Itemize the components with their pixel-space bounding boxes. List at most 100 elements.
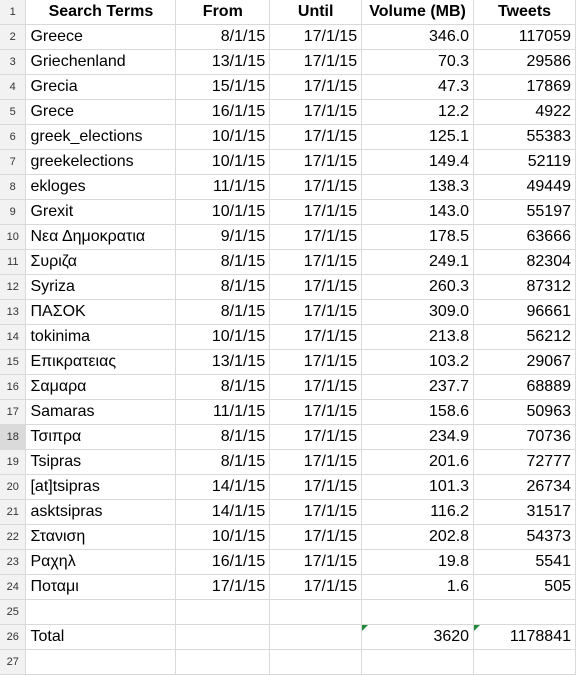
volume-cell[interactable]: 178.5 xyxy=(361,224,475,250)
tweets-cell[interactable]: 55197 xyxy=(473,199,576,225)
tweets-cell[interactable]: 82304 xyxy=(473,249,576,275)
row-number[interactable]: 12 xyxy=(0,274,27,300)
search-term-cell[interactable]: Ραχηλ xyxy=(25,549,177,575)
search-term-cell[interactable]: Νεα Δημοκρατια xyxy=(25,224,177,250)
until-date-cell[interactable]: 17/1/15 xyxy=(269,149,363,175)
row-number[interactable]: 25 xyxy=(0,599,27,625)
header-volume[interactable]: Volume (MB) xyxy=(361,0,475,25)
row-number[interactable]: 27 xyxy=(0,649,27,675)
volume-cell[interactable]: 143.0 xyxy=(361,199,475,225)
until-date-cell[interactable]: 17/1/15 xyxy=(269,524,363,550)
header-search-terms[interactable]: Search Terms xyxy=(25,0,177,25)
tweets-cell[interactable]: 26734 xyxy=(473,474,576,500)
search-term-cell[interactable]: ekloges xyxy=(25,174,177,200)
volume-cell[interactable]: 346.0 xyxy=(361,24,475,50)
search-term-cell[interactable]: Στανιση xyxy=(25,524,177,550)
search-term-cell[interactable]: Τσιπρα xyxy=(25,424,177,450)
tweets-cell[interactable]: 52119 xyxy=(473,149,576,175)
total-tweets-cell[interactable]: 1178841 xyxy=(473,624,576,650)
volume-cell[interactable]: 1.6 xyxy=(361,574,475,600)
row-number[interactable]: 9 xyxy=(0,199,27,225)
tweets-cell[interactable]: 117059 xyxy=(473,24,576,50)
until-date-cell[interactable]: 17/1/15 xyxy=(269,124,363,150)
empty-cell[interactable] xyxy=(175,624,271,650)
until-date-cell[interactable]: 17/1/15 xyxy=(269,574,363,600)
row-number[interactable]: 3 xyxy=(0,49,27,75)
until-date-cell[interactable]: 17/1/15 xyxy=(269,374,363,400)
from-date-cell[interactable]: 8/1/15 xyxy=(175,449,271,475)
from-date-cell[interactable]: 8/1/15 xyxy=(175,424,271,450)
volume-cell[interactable]: 12.2 xyxy=(361,99,475,125)
row-number[interactable]: 21 xyxy=(0,499,27,525)
from-date-cell[interactable]: 10/1/15 xyxy=(175,524,271,550)
from-date-cell[interactable]: 10/1/15 xyxy=(175,199,271,225)
tweets-cell[interactable]: 56212 xyxy=(473,324,576,350)
from-date-cell[interactable]: 8/1/15 xyxy=(175,249,271,275)
volume-cell[interactable]: 101.3 xyxy=(361,474,475,500)
search-term-cell[interactable]: Grece xyxy=(25,99,177,125)
row-number[interactable]: 14 xyxy=(0,324,27,350)
row-number[interactable]: 11 xyxy=(0,249,27,275)
search-term-cell[interactable]: Syriza xyxy=(25,274,177,300)
search-term-cell[interactable]: asktsipras xyxy=(25,499,177,525)
volume-cell[interactable]: 125.1 xyxy=(361,124,475,150)
volume-cell[interactable]: 309.0 xyxy=(361,299,475,325)
row-number[interactable]: 1 xyxy=(0,0,27,25)
until-date-cell[interactable]: 17/1/15 xyxy=(269,474,363,500)
search-term-cell[interactable]: tokinima xyxy=(25,324,177,350)
from-date-cell[interactable]: 15/1/15 xyxy=(175,74,271,100)
row-number[interactable]: 8 xyxy=(0,174,27,200)
header-from[interactable]: From xyxy=(175,0,271,25)
row-number[interactable]: 20 xyxy=(0,474,27,500)
from-date-cell[interactable]: 10/1/15 xyxy=(175,149,271,175)
search-term-cell[interactable]: Grecia xyxy=(25,74,177,100)
from-date-cell[interactable]: 11/1/15 xyxy=(175,174,271,200)
until-date-cell[interactable]: 17/1/15 xyxy=(269,224,363,250)
volume-cell[interactable]: 116.2 xyxy=(361,499,475,525)
volume-cell[interactable]: 249.1 xyxy=(361,249,475,275)
until-date-cell[interactable]: 17/1/15 xyxy=(269,499,363,525)
header-until[interactable]: Until xyxy=(269,0,363,25)
volume-cell[interactable]: 149.4 xyxy=(361,149,475,175)
from-date-cell[interactable]: 16/1/15 xyxy=(175,99,271,125)
empty-cell[interactable] xyxy=(175,649,271,675)
row-number[interactable]: 7 xyxy=(0,149,27,175)
volume-cell[interactable]: 138.3 xyxy=(361,174,475,200)
until-date-cell[interactable]: 17/1/15 xyxy=(269,399,363,425)
row-number[interactable]: 23 xyxy=(0,549,27,575)
tweets-cell[interactable]: 505 xyxy=(473,574,576,600)
until-date-cell[interactable]: 17/1/15 xyxy=(269,174,363,200)
row-number[interactable]: 6 xyxy=(0,124,27,150)
search-term-cell[interactable]: Greece xyxy=(25,24,177,50)
row-number[interactable]: 24 xyxy=(0,574,27,600)
search-term-cell[interactable]: [at]tsipras xyxy=(25,474,177,500)
tweets-cell[interactable]: 70736 xyxy=(473,424,576,450)
total-label[interactable]: Total xyxy=(25,624,177,650)
tweets-cell[interactable]: 63666 xyxy=(473,224,576,250)
from-date-cell[interactable]: 17/1/15 xyxy=(175,574,271,600)
from-date-cell[interactable]: 14/1/15 xyxy=(175,474,271,500)
from-date-cell[interactable]: 14/1/15 xyxy=(175,499,271,525)
from-date-cell[interactable]: 8/1/15 xyxy=(175,274,271,300)
tweets-cell[interactable]: 54373 xyxy=(473,524,576,550)
row-number[interactable]: 16 xyxy=(0,374,27,400)
until-date-cell[interactable]: 17/1/15 xyxy=(269,299,363,325)
row-number[interactable]: 18 xyxy=(0,424,27,450)
row-number[interactable]: 17 xyxy=(0,399,27,425)
row-number[interactable]: 2 xyxy=(0,24,27,50)
tweets-cell[interactable]: 68889 xyxy=(473,374,576,400)
tweets-cell[interactable]: 49449 xyxy=(473,174,576,200)
volume-cell[interactable]: 237.7 xyxy=(361,374,475,400)
row-number[interactable]: 13 xyxy=(0,299,27,325)
row-number[interactable]: 26 xyxy=(0,624,27,650)
empty-cell[interactable] xyxy=(473,649,576,675)
volume-cell[interactable]: 158.6 xyxy=(361,399,475,425)
from-date-cell[interactable]: 8/1/15 xyxy=(175,374,271,400)
volume-cell[interactable]: 103.2 xyxy=(361,349,475,375)
until-date-cell[interactable]: 17/1/15 xyxy=(269,49,363,75)
until-date-cell[interactable]: 17/1/15 xyxy=(269,99,363,125)
search-term-cell[interactable]: ΠΑΣΟΚ xyxy=(25,299,177,325)
tweets-cell[interactable]: 29067 xyxy=(473,349,576,375)
tweets-cell[interactable]: 72777 xyxy=(473,449,576,475)
until-date-cell[interactable]: 17/1/15 xyxy=(269,274,363,300)
